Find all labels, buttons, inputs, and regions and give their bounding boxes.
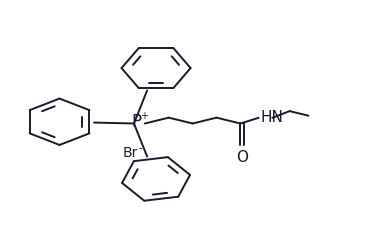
Text: O: O <box>236 150 248 165</box>
Text: P: P <box>132 113 142 131</box>
Text: -: - <box>139 144 142 153</box>
Text: Br: Br <box>123 146 138 160</box>
Text: +: + <box>140 111 148 121</box>
Text: HN: HN <box>260 110 283 125</box>
